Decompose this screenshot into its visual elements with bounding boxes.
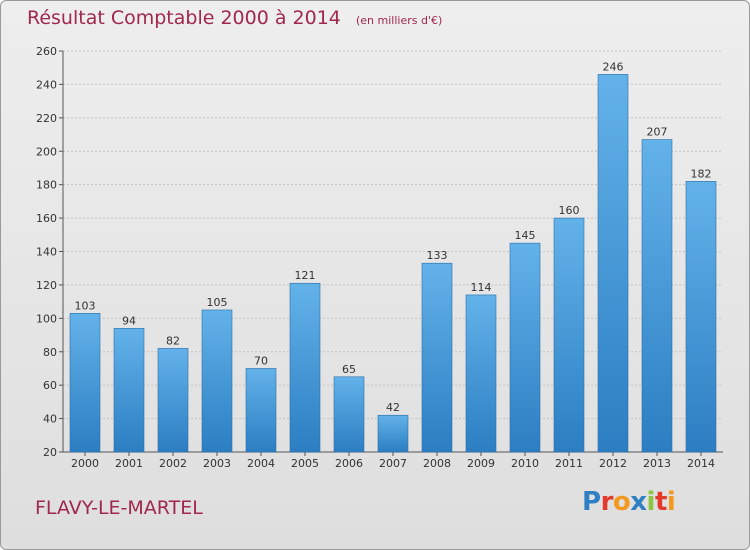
bar-2001 — [113, 328, 145, 453]
logo-letter: i — [666, 487, 676, 517]
logo-letter: x — [630, 487, 647, 517]
data-label: 42 — [386, 401, 400, 414]
data-label: 207 — [647, 126, 668, 139]
x-tick-label: 2014 — [687, 457, 715, 470]
data-labels: 103 94 82 105 70 121 65 42 133 114 145 160 246 207 182 — [75, 60, 712, 414]
town-name: FLAVY-LE-MARTEL — [35, 497, 203, 519]
data-label: 70 — [254, 354, 268, 367]
y-tick-label: 260 — [36, 45, 57, 58]
y-tick-label: 120 — [36, 279, 57, 292]
bar-2002 — [157, 348, 189, 453]
logo-letter: r — [600, 487, 614, 517]
x-tick-label: 2004 — [247, 457, 275, 470]
bar-2010 — [509, 242, 541, 453]
y-tick-label: 240 — [36, 78, 57, 91]
x-tick-label: 2003 — [203, 457, 231, 470]
data-label: 82 — [166, 334, 180, 347]
data-label: 145 — [515, 229, 536, 242]
data-label: 160 — [559, 204, 580, 217]
axes: 20 40 60 80 100 120 140 160 180 200 220 240 260 2000 2… — [36, 45, 723, 470]
data-label: 103 — [75, 299, 96, 312]
x-tick-label: 2009 — [467, 457, 495, 470]
x-tick-label: 2010 — [511, 457, 539, 470]
data-label: 65 — [342, 363, 356, 376]
chart-title: Résultat Comptable 2000 à 2014 — [27, 7, 341, 29]
bar-2012 — [597, 74, 629, 453]
bar-2006 — [333, 376, 365, 453]
y-tick-label: 40 — [43, 413, 57, 426]
data-label: 182 — [691, 167, 712, 180]
data-label: 114 — [471, 281, 492, 294]
bar-2004 — [245, 368, 277, 453]
data-label: 121 — [295, 269, 316, 282]
bar-2011 — [553, 217, 585, 453]
chart-title-row: Résultat Comptable 2000 à 2014 (en milli… — [27, 7, 442, 29]
bar-2000 — [69, 313, 101, 453]
x-tick-label: 2002 — [159, 457, 187, 470]
y-tick-label: 60 — [43, 379, 57, 392]
x-tick-label: 2008 — [423, 457, 451, 470]
y-tick-label: 220 — [36, 112, 57, 125]
logo-letter: o — [612, 487, 631, 517]
y-tick-label: 160 — [36, 212, 57, 225]
logo-letter: P — [582, 487, 601, 517]
x-tick-label: 2012 — [599, 457, 627, 470]
y-tick-label: 80 — [43, 346, 57, 359]
y-tick-label: 20 — [43, 446, 57, 459]
logo-letter: t — [654, 487, 667, 517]
y-tick-label: 200 — [36, 145, 57, 158]
bars — [69, 74, 717, 453]
bar-2014 — [685, 181, 717, 453]
bar-2013 — [641, 139, 673, 453]
x-tick-label: 2001 — [115, 457, 143, 470]
x-tick-label: 2005 — [291, 457, 319, 470]
data-label: 94 — [122, 314, 136, 327]
data-label: 133 — [427, 249, 448, 262]
y-tick-label: 180 — [36, 179, 57, 192]
y-tick-label: 100 — [36, 312, 57, 325]
x-tick-label: 2013 — [643, 457, 671, 470]
logo-letter: i — [646, 487, 656, 517]
proxiti-logo[interactable]: Proxiti — [582, 487, 676, 517]
bar-2009 — [465, 294, 497, 453]
x-tick-label: 2007 — [379, 457, 407, 470]
bar-2007 — [377, 414, 409, 453]
bar-2003 — [201, 309, 233, 453]
x-tick-label: 2011 — [555, 457, 583, 470]
bar-2008 — [421, 262, 453, 453]
x-tick-label: 2000 — [71, 457, 99, 470]
x-tick-label: 2006 — [335, 457, 363, 470]
y-tick-label: 140 — [36, 246, 57, 259]
data-label: 246 — [603, 60, 624, 73]
bar-2005 — [289, 282, 321, 453]
chart-subtitle: (en milliers d'€) — [355, 14, 443, 27]
data-label: 105 — [207, 296, 228, 309]
